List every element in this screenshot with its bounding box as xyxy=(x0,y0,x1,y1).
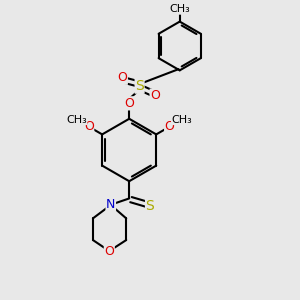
Text: O: O xyxy=(84,120,94,133)
Text: O: O xyxy=(117,71,127,84)
Text: S: S xyxy=(146,199,154,213)
Text: CH₃: CH₃ xyxy=(169,4,190,14)
Text: N: N xyxy=(106,199,116,212)
Text: S: S xyxy=(135,79,144,93)
Text: O: O xyxy=(124,97,134,110)
Text: CH₃: CH₃ xyxy=(172,115,192,124)
Text: O: O xyxy=(104,244,114,258)
Text: O: O xyxy=(165,120,175,133)
Text: O: O xyxy=(150,89,160,102)
Text: CH₃: CH₃ xyxy=(66,115,87,124)
